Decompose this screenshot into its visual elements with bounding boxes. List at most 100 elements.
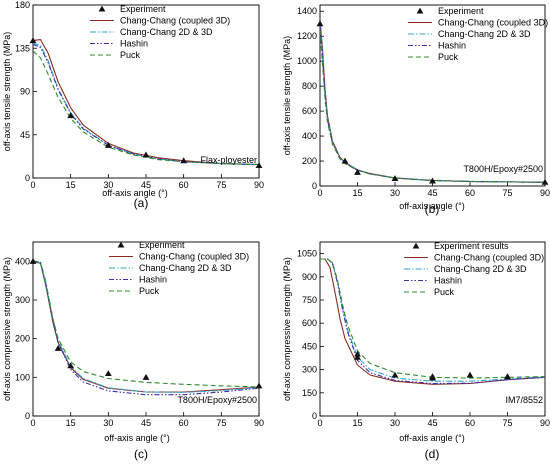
legend-label: Chang-Chang (coupled 3D) — [434, 253, 544, 263]
series-line-chang-chang-2d-3d — [33, 260, 259, 393]
series-line-chang-chang-coupled-3d- — [320, 19, 545, 183]
series-line-puck — [320, 29, 545, 183]
y-axis-label: off-axis compressive strength (MPa) — [2, 257, 12, 401]
legend: Experiment results Chang-Chang (coupled 3… — [404, 241, 544, 297]
experiment-marker — [354, 168, 361, 175]
x-tick-label: 90 — [254, 418, 264, 428]
experiment-marker — [316, 20, 324, 27]
legend-label: Chang-Chang 2D & 3D — [120, 27, 213, 37]
x-tick-label: 0 — [317, 418, 322, 428]
legend-label: Experiment results — [434, 241, 509, 251]
y-tick-label: 600 — [302, 318, 317, 328]
series-line-chang-chang-2d-3d — [33, 42, 259, 166]
x-tick-label: 90 — [540, 188, 550, 198]
legend-label: Experiment — [120, 4, 166, 14]
y-tick-label: 90 — [20, 87, 30, 97]
panel-label: (d) — [425, 447, 440, 461]
x-axis-label: off-axis angle (°) — [102, 188, 167, 198]
experiment-marker — [142, 373, 150, 380]
experiment-marker — [255, 382, 263, 389]
y-tick-label: 900 — [302, 272, 317, 282]
y-tick-label: 0 — [312, 181, 317, 191]
legend-experiment-marker — [117, 241, 125, 248]
experiment-marker — [504, 373, 511, 380]
y-tick-label: 1000 — [297, 56, 317, 66]
y-tick-label: 0 — [25, 411, 30, 421]
legend-label: Chang-Chang (coupled 3D) — [139, 252, 249, 262]
y-tick-label: 0 — [312, 411, 317, 421]
x-tick-label: 45 — [427, 188, 437, 198]
x-tick-label: 75 — [502, 418, 512, 428]
experiment-marker — [354, 353, 361, 360]
legend-label: Puck — [434, 287, 455, 297]
experiment-marker — [54, 344, 62, 351]
x-tick-label: 45 — [141, 418, 151, 428]
x-tick-label: 0 — [30, 418, 35, 428]
experiment-marker — [67, 362, 75, 369]
x-tick-label: 30 — [390, 418, 400, 428]
legend-label: Chang-Chang (coupled 3D) — [438, 18, 548, 28]
experiment-marker — [104, 141, 112, 148]
legend-label: Chang-Chang 2D & 3D — [434, 264, 527, 274]
legend-label: Chang-Chang 2D & 3D — [438, 29, 531, 39]
y-tick-label: 450 — [302, 341, 317, 351]
series-line-puck — [320, 258, 545, 379]
legend-label: Experiment — [438, 6, 484, 16]
legend-experiment-marker — [98, 5, 106, 12]
x-tick-label: 30 — [390, 188, 400, 198]
experiment-marker — [354, 350, 361, 357]
experiment-marker — [466, 371, 474, 378]
x-tick-label: 60 — [465, 188, 475, 198]
y-tick-label: 150 — [302, 388, 317, 398]
series-layer — [320, 258, 545, 385]
legend-label: Chang-Chang 2D & 3D — [139, 263, 232, 273]
experiment-marker — [255, 162, 263, 169]
chart-panel-c: 0 15 30 45 60 75 90 0 100 200 300 400 off-axis angle… — [2, 240, 264, 461]
material-annotation: T800H/Epoxy#2500 — [177, 395, 257, 405]
x-tick-label: 15 — [352, 418, 362, 428]
legend-experiment-marker — [416, 7, 424, 14]
y-tick-label: 180 — [15, 0, 30, 10]
legend-label: Puck — [438, 52, 459, 62]
y-axis-label: off-axis tensile strength (MPa) — [2, 32, 12, 151]
series-line-hashin — [320, 24, 545, 183]
series-line-hashin — [320, 258, 545, 385]
legend-label: Chang-Chang (coupled 3D) — [120, 16, 230, 26]
series-line-puck — [33, 260, 259, 388]
experiment-marker — [429, 177, 436, 184]
legend: Experiment Chang-Chang (coupled 3D)Chang-… — [408, 6, 548, 62]
y-tick-label: 1200 — [297, 31, 317, 41]
legend-label: Puck — [139, 286, 160, 296]
y-tick-label: 750 — [302, 295, 317, 305]
x-tick-label: 45 — [141, 180, 151, 190]
series-layer — [320, 19, 545, 183]
chart-panel-b: 0 15 30 45 60 75 90 0 200 400 600 800 1000 1200 1400 of… — [282, 4, 550, 216]
legend-label: Hashin — [434, 276, 462, 286]
legend-label: Puck — [120, 50, 141, 60]
panel-label: (a) — [134, 196, 149, 210]
y-tick-label: 100 — [15, 372, 30, 382]
y-tick-label: 600 — [302, 106, 317, 116]
material-annotation: IM7/8552 — [505, 395, 543, 405]
panel-label: (b) — [425, 202, 440, 216]
series-line-chang-chang-2d-3d — [320, 258, 545, 382]
experiment-marker — [391, 371, 399, 378]
x-tick-label: 75 — [216, 418, 226, 428]
experiment-marker — [67, 112, 75, 119]
chart-panel-d: 0 15 30 45 60 75 9001503004506007509001050off-… — [282, 241, 550, 461]
x-tick-label: 45 — [427, 418, 437, 428]
x-tick-label: 15 — [66, 180, 76, 190]
y-tick-label: 200 — [15, 334, 30, 344]
legend-label: Hashin — [139, 275, 167, 285]
experiment-marker — [180, 157, 188, 164]
series-line-chang-chang-2d-3d — [320, 23, 545, 183]
x-tick-label: 75 — [502, 188, 512, 198]
series-line-puck — [33, 50, 259, 166]
y-tick-label: 400 — [302, 131, 317, 141]
x-tick-label: 30 — [103, 180, 113, 190]
x-tick-label: 90 — [540, 418, 550, 428]
experiment-marker — [391, 175, 399, 182]
x-axis-label: off-axis angle (°) — [399, 433, 464, 443]
x-tick-label: 30 — [103, 418, 113, 428]
